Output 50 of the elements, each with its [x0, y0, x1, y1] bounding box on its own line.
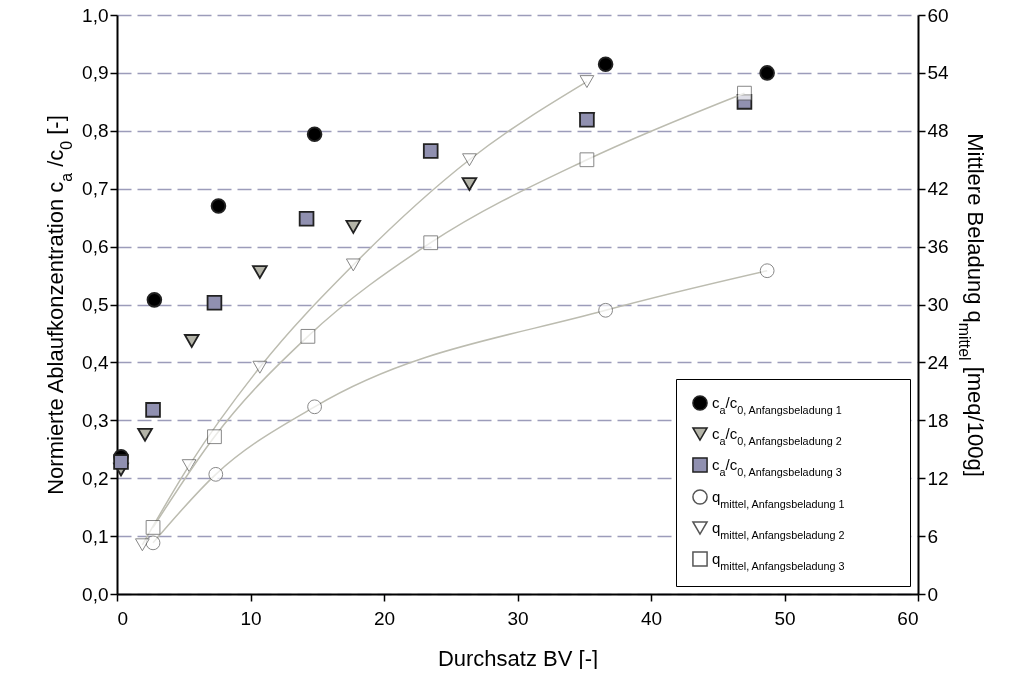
- point: [145, 402, 161, 418]
- point: [210, 198, 227, 214]
- y-tick-label: 0,2: [82, 467, 109, 489]
- point: [252, 265, 268, 279]
- y-tick-label: 0,7: [82, 178, 109, 200]
- x-tick-label: 60: [897, 607, 919, 629]
- point: [298, 211, 315, 227]
- x-tick-label: 50: [774, 607, 796, 629]
- y2-tick-label: 54: [927, 62, 950, 84]
- legend-label: c$_{a}$/c$_{0, Anfangsbeladung 1}$: [712, 394, 842, 416]
- point: [146, 292, 163, 308]
- point: [461, 177, 478, 191]
- y2-tick-label: 12: [927, 467, 949, 489]
- y2-tick-label: 30: [927, 294, 949, 315]
- point: [345, 220, 362, 234]
- y2-tick-label: 0: [927, 583, 939, 605]
- y-tick-label: 0,3: [82, 409, 109, 431]
- y-tick-label: 1,0: [82, 4, 109, 26]
- point: [183, 334, 200, 348]
- y2-tick-label: 24: [927, 351, 950, 373]
- point: [113, 454, 129, 470]
- x-tick-label: 30: [507, 607, 529, 629]
- point: [137, 427, 153, 442]
- y-tick-label: 0,6: [82, 236, 109, 258]
- y-tick-label: 0,1: [82, 525, 109, 547]
- point: [759, 65, 775, 81]
- x-tick-label: 40: [640, 607, 663, 629]
- point: [422, 143, 439, 159]
- y-tick-label: 0,8: [82, 120, 109, 142]
- legend-label: c$_{a}$/c$_{0, Anfangsbeladung 3}$: [712, 456, 842, 478]
- y2-tick-label: 42: [927, 178, 949, 200]
- y-tick-label: 0,0: [82, 583, 109, 605]
- y2-tick-label: 36: [927, 236, 949, 258]
- y-tick-label: 0,4: [82, 351, 109, 373]
- y2-tick-label: 18: [927, 409, 949, 431]
- y-tick-label: 0,9: [82, 62, 109, 84]
- x-tick-label: 0: [117, 607, 129, 629]
- point: [206, 294, 223, 311]
- legend-label: q$_{mittel, Anfangsbeladung 3}$: [712, 550, 845, 572]
- y2-tick-label: 48: [927, 120, 949, 142]
- legend-label: q$_{mittel, Anfangsbeladung 2}$: [712, 519, 845, 541]
- point: [306, 126, 323, 143]
- y2-tick-label: 6: [927, 525, 939, 547]
- y-tick-label: 0,5: [82, 294, 109, 315]
- x-tick-label: 20: [373, 607, 396, 629]
- x-tick-label: 10: [240, 607, 262, 629]
- y2-tick-label: 60: [927, 4, 949, 26]
- point: [597, 56, 614, 72]
- legend-label: q$_{mittel, Anfangsbeladung 1}$: [712, 488, 845, 510]
- legend-label: c$_{a}$/c$_{0, Anfangsbeladung 2}$: [712, 425, 842, 447]
